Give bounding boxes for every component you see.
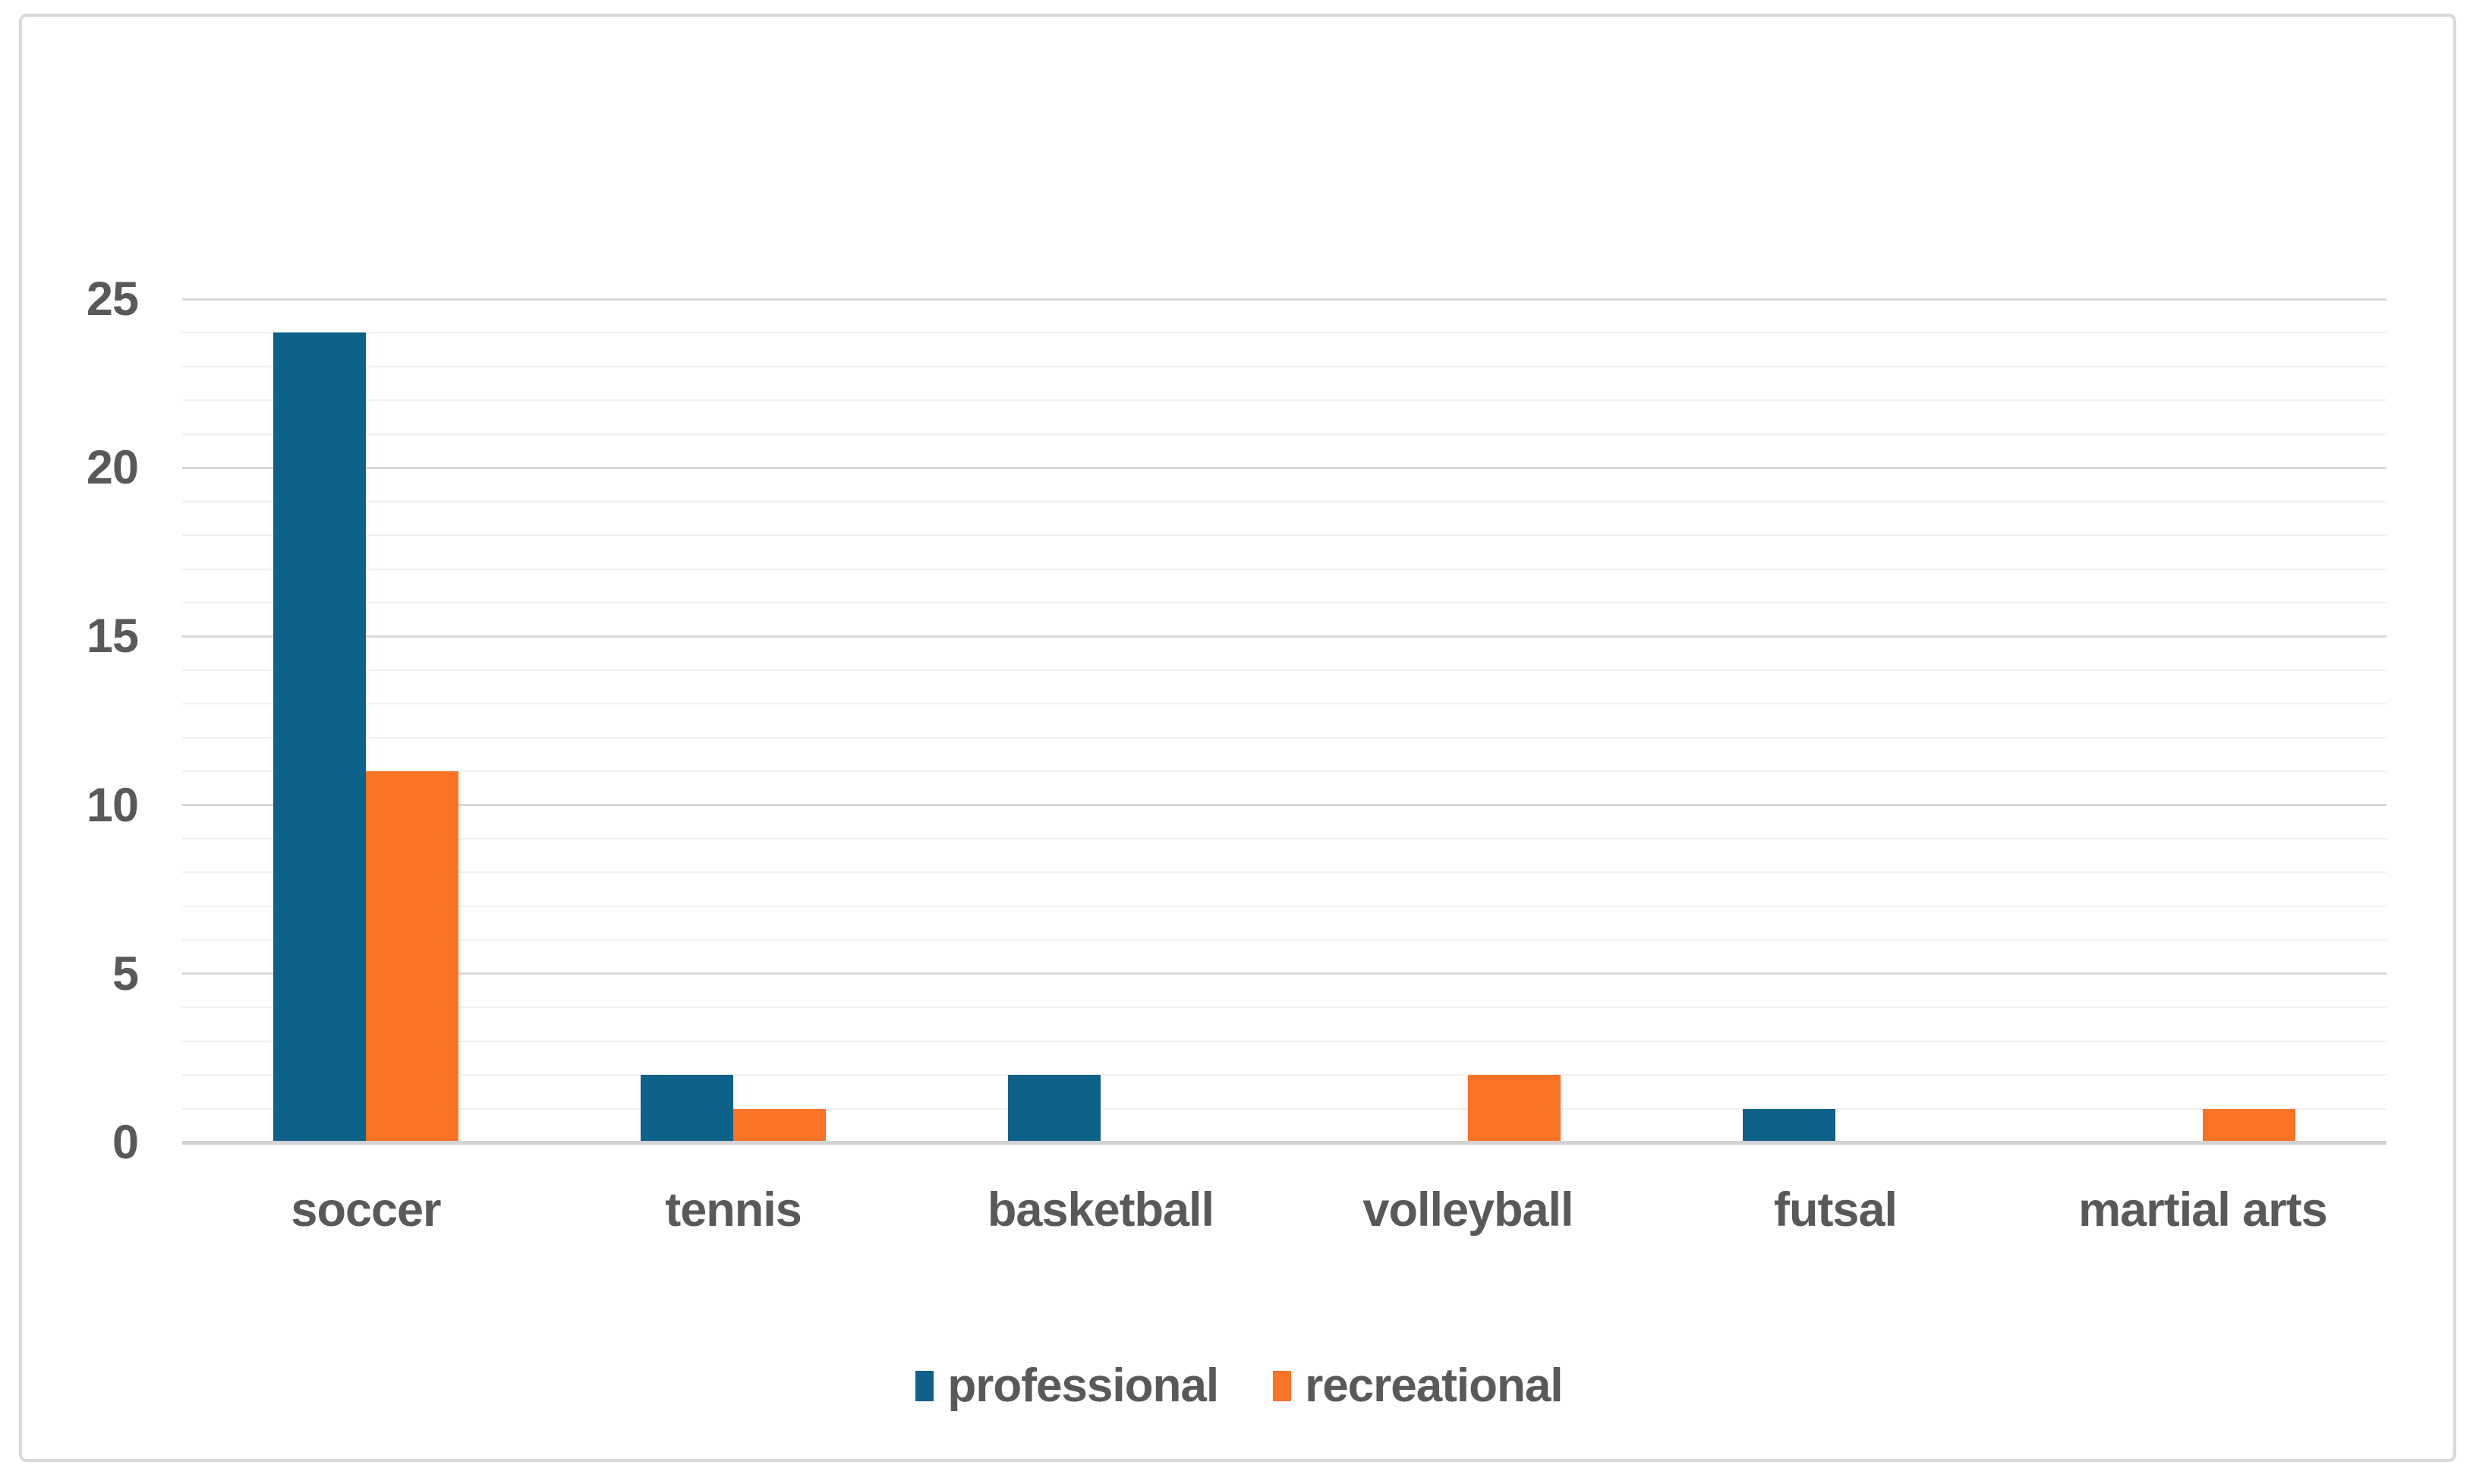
x-axis-line: [182, 1141, 2386, 1145]
bar-professional-tennis: [641, 1075, 733, 1142]
minor-gridline-1: [182, 1108, 2386, 1110]
minor-gridline-2: [182, 1074, 2386, 1076]
minor-gridline-24: [182, 332, 2386, 333]
minor-gridline-18: [182, 534, 2386, 536]
legend-item-professional: professional: [915, 1357, 1219, 1415]
plot-area: [182, 298, 2386, 1142]
major-gridline-25: [182, 298, 2386, 301]
minor-gridline-7: [182, 906, 2386, 907]
minor-gridline-12: [182, 737, 2386, 739]
legend-marker-professional: [915, 1371, 934, 1401]
y-tick-label-25: 25: [86, 273, 139, 326]
minor-gridline-14: [182, 670, 2386, 671]
category-label-basketball: basketball: [987, 1183, 1214, 1237]
minor-gridline-6: [182, 939, 2386, 940]
y-tick-label-5: 5: [112, 947, 139, 1000]
category-label-volleyball: volleyball: [1362, 1183, 1573, 1237]
bar-recreational-tennis: [733, 1109, 826, 1142]
y-tick-label-10: 10: [86, 779, 139, 832]
y-tick-label-15: 15: [86, 610, 139, 663]
category-label-tennis: tennis: [665, 1183, 802, 1237]
bar-professional-basketball: [1008, 1075, 1101, 1142]
bar-professional-futsal: [1743, 1109, 1835, 1142]
category-label-soccer: soccer: [291, 1183, 441, 1237]
category-label-martial-arts: martial arts: [2078, 1183, 2328, 1237]
y-tick-label-0: 0: [112, 1116, 139, 1169]
minor-gridline-17: [182, 569, 2386, 570]
bar-professional-soccer: [273, 332, 366, 1142]
minor-gridline-13: [182, 703, 2386, 704]
bar-recreational-martial-arts: [2203, 1109, 2295, 1142]
y-tick-label-20: 20: [86, 441, 139, 494]
legend-label-recreational: recreational: [1305, 1360, 1564, 1412]
major-gridline-20: [182, 467, 2386, 469]
minor-gridline-23: [182, 366, 2386, 367]
minor-gridline-22: [182, 399, 2386, 401]
major-gridline-10: [182, 804, 2386, 806]
minor-gridline-16: [182, 602, 2386, 603]
category-label-futsal: futsal: [1773, 1183, 1898, 1237]
minor-gridline-9: [182, 838, 2386, 840]
minor-gridline-8: [182, 871, 2386, 873]
minor-gridline-4: [182, 1007, 2386, 1008]
legend-item-recreational: recreational: [1273, 1357, 1564, 1415]
minor-gridline-19: [182, 501, 2386, 503]
bar-recreational-volleyball: [1468, 1075, 1561, 1142]
minor-gridline-21: [182, 433, 2386, 435]
major-gridline-5: [182, 972, 2386, 975]
minor-gridline-11: [182, 770, 2386, 772]
bar-recreational-soccer: [366, 771, 458, 1142]
legend-label-professional: professional: [947, 1360, 1219, 1412]
legend: professional recreational: [20, 1357, 2458, 1415]
minor-gridline-3: [182, 1041, 2386, 1042]
legend-marker-recreational: [1273, 1371, 1292, 1401]
major-gridline-15: [182, 635, 2386, 638]
